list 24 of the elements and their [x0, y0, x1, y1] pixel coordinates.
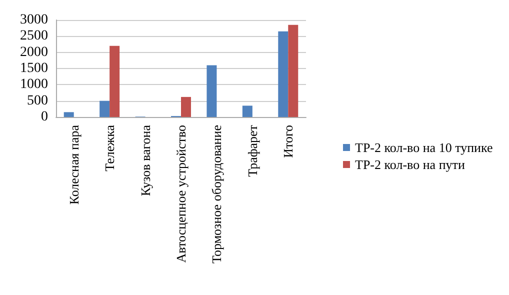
x-tick-label: Автосцепное устройство	[174, 125, 188, 263]
legend-label: ТР-2 кол-во на 10 тупике	[355, 140, 493, 155]
bar	[100, 100, 110, 117]
y-tick-label: 500	[27, 93, 48, 108]
y-tick-label: 0	[41, 110, 48, 124]
bar	[206, 65, 217, 117]
x-tick-label: Трафарет	[244, 124, 260, 177]
x-tick-label: Тормозное оборудование	[209, 124, 224, 264]
bar	[110, 46, 120, 117]
y-tick-label: 1500	[20, 61, 48, 76]
x-tick-label: Итого	[280, 125, 296, 158]
y-tick-label: 2000	[20, 44, 48, 60]
bar	[278, 31, 288, 117]
bar	[288, 24, 298, 117]
x-tick-label: Колесная пара	[66, 124, 82, 205]
bar	[64, 112, 74, 117]
bar	[181, 96, 191, 117]
bar	[242, 106, 252, 117]
y-tick-label: 3000	[20, 12, 48, 28]
x-tick-label: Кузов вагона	[138, 124, 153, 196]
y-tick-label: 1000	[20, 77, 48, 92]
legend-label: ТР-2 кол-во на пути	[355, 157, 465, 172]
y-tick-label: 2500	[20, 28, 48, 44]
x-tick-label: Тележка	[102, 124, 118, 172]
